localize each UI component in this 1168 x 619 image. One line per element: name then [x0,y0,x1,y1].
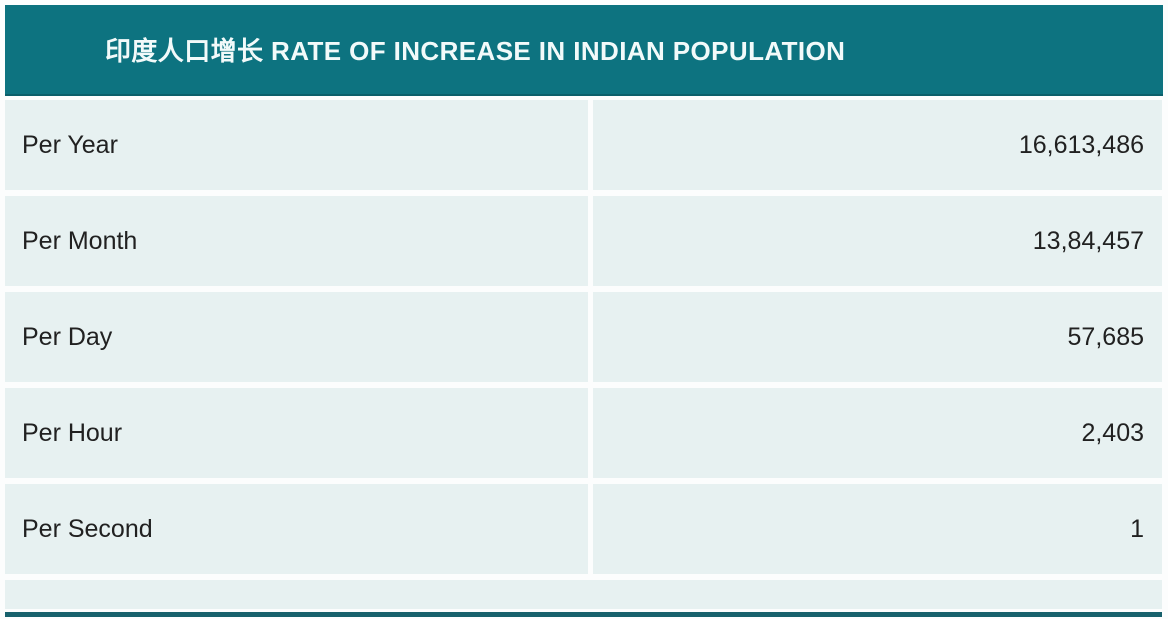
table-row: Per Day 57,685 [5,292,1162,382]
table-row: Per Second 1 [5,484,1162,574]
row-value-per-day: 57,685 [593,292,1162,382]
row-value-per-second: 1 [593,484,1162,574]
row-label-per-hour: Per Hour [5,388,588,478]
row-value-per-month: 13,84,457 [593,196,1162,286]
table-title: 印度人口增长 RATE OF INCREASE IN INDIAN POPULA… [105,36,846,66]
table-header: 印度人口增长 RATE OF INCREASE IN INDIAN POPULA… [5,5,1163,96]
table-row: Per Year 16,613,486 [5,100,1162,190]
row-value-per-hour: 2,403 [593,388,1162,478]
table-body: Per Year 16,613,486 Per Month 13,84,457 … [5,100,1162,617]
table-row: Per Hour 2,403 [5,388,1162,478]
row-label-per-second: Per Second [5,484,588,574]
row-label-per-year: Per Year [5,100,588,190]
footer-strip [5,580,1162,609]
row-value-per-year: 16,613,486 [593,100,1162,190]
bottom-accent-bar [5,612,1162,617]
row-label-per-month: Per Month [5,196,588,286]
row-label-per-day: Per Day [5,292,588,382]
table-row: Per Month 13,84,457 [5,196,1162,286]
